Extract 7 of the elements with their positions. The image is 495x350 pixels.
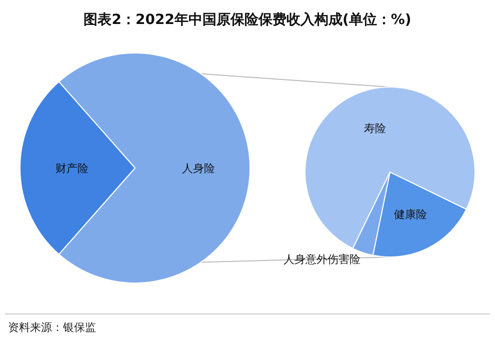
slice-label: 人身险: [182, 162, 215, 175]
text: 资料来源：银保监: [8, 321, 96, 334]
slice-label: 寿险: [364, 122, 386, 135]
slice-label: 财产险: [55, 162, 88, 175]
slice-label: 人身意外伤害险: [283, 252, 360, 266]
chart-title: 图表2：2022年中国原保险保费收入构成(单位：%): [84, 12, 412, 28]
slice-label: 健康险: [394, 208, 428, 221]
